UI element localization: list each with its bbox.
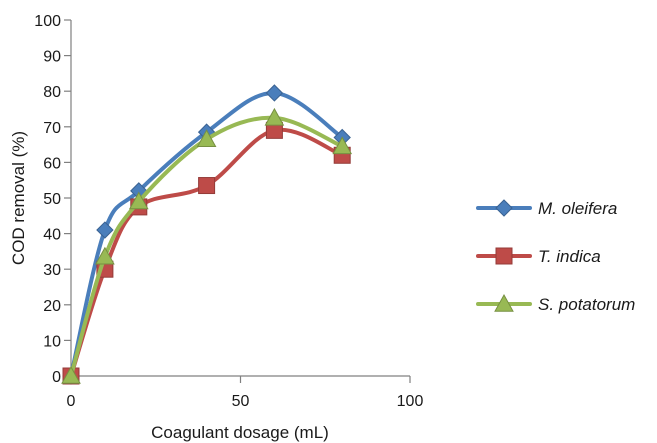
legend-item-m-oleifera: M. oleifera [476, 199, 617, 218]
data-point-s-potatorum [264, 107, 285, 126]
legend-marker [494, 293, 514, 312]
y-tick-label: 70 [43, 120, 61, 137]
y-tick-label: 100 [34, 13, 61, 30]
series-layer [61, 84, 353, 385]
legend-marker [495, 247, 513, 265]
y-tick-label: 50 [43, 191, 61, 208]
x-tick-label: 50 [232, 393, 250, 410]
y-tick-label: 90 [43, 49, 61, 66]
y-tick-label: 40 [43, 227, 61, 244]
y-tick-label: 60 [43, 155, 61, 172]
series-line-t-indica [69, 127, 345, 378]
legend-item-s-potatorum: S. potatorum [476, 293, 635, 314]
data-point-s-potatorum [128, 191, 149, 210]
y-tick-label: 30 [43, 262, 61, 279]
x-tick-label: 0 [67, 393, 76, 410]
legend-label: S. potatorum [538, 295, 635, 314]
legend: M. oleifera T. indica S. potatorum [476, 199, 635, 314]
x-axis-title: Coagulant dosage (mL) [151, 423, 329, 442]
x-tick-label: 100 [397, 393, 424, 410]
data-point-s-potatorum [332, 136, 353, 155]
data-point-s-potatorum [61, 365, 81, 384]
legend-label: M. oleifera [538, 199, 617, 218]
y-ticks: 0 10 20 30 40 50 60 70 80 90 100 [34, 13, 71, 386]
legend-item-t-indica: T. indica [476, 247, 601, 266]
data-point-t-indica [198, 177, 216, 195]
data-point-s-potatorum [95, 246, 115, 265]
legend-marker [495, 199, 513, 217]
y-axis-title: COD removal (%) [9, 131, 28, 265]
data-point-s-potatorum [196, 129, 217, 147]
y-tick-label: 10 [43, 333, 61, 350]
x-ticks: 0 50 100 [67, 376, 424, 410]
series-s-potatorum [61, 107, 353, 384]
data-point-m-oleifera [96, 221, 114, 239]
y-tick-label: 0 [52, 369, 61, 386]
axes [70, 20, 410, 377]
data-point-m-oleifera [265, 84, 284, 102]
y-tick-label: 80 [43, 84, 61, 101]
legend-label: T. indica [538, 247, 601, 266]
y-tick-label: 20 [43, 298, 61, 315]
